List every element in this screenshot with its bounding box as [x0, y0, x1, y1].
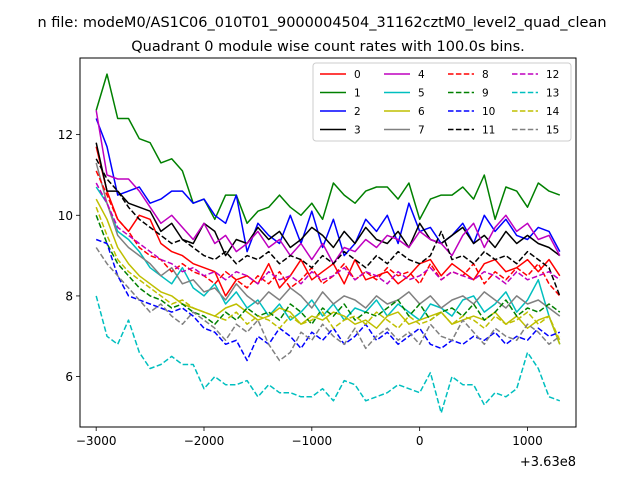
chart-title: Quadrant 0 module wise count rates with …: [131, 39, 525, 55]
series-line-12: [95, 182, 561, 285]
legend-frame: [312, 62, 572, 142]
legend-label-10: 10: [482, 106, 495, 118]
series-line-15: [95, 247, 561, 362]
x-tick-label: −3000: [76, 434, 117, 448]
series-line-4: [95, 110, 561, 265]
legend-label-14: 14: [546, 106, 560, 118]
series-line-10: [95, 238, 561, 362]
series-line-14: [95, 206, 561, 341]
legend-label-4: 4: [418, 69, 425, 81]
series-line-5: [95, 186, 561, 345]
series-line-3: [95, 142, 561, 257]
x-tick-label: −1000: [292, 434, 333, 448]
figure-suptitle: n file: modeM0/AS1C06_010T01_9000004504_…: [37, 15, 606, 31]
legend-label-8: 8: [482, 69, 489, 81]
legend-label-2: 2: [354, 106, 361, 118]
legend-label-5: 5: [418, 88, 425, 100]
series-line-11: [95, 158, 561, 297]
legend-label-11: 11: [482, 125, 495, 137]
legend-label-12: 12: [546, 69, 559, 81]
series-line-7: [95, 162, 561, 317]
legend-label-9: 9: [482, 88, 489, 100]
series-line-1: [95, 73, 561, 225]
series-line-9: [95, 215, 561, 325]
series-line-0: [95, 146, 561, 297]
legend-label-0: 0: [354, 69, 361, 81]
y-tick-label: 12: [58, 128, 73, 142]
series-line-13: [95, 295, 561, 414]
y-tick-label: 8: [65, 289, 73, 303]
series-line-2: [95, 118, 561, 257]
legend-label-1: 1: [354, 88, 361, 100]
y-tick-label: 6: [65, 370, 73, 384]
plot-lines: [95, 73, 561, 414]
y-tick-label: 10: [58, 209, 73, 223]
series-line-6: [95, 198, 561, 345]
x-axis-offset-label: +3.63e8: [520, 455, 576, 470]
legend-label-7: 7: [418, 125, 425, 137]
legend-label-15: 15: [546, 125, 559, 137]
x-tick-label: −2000: [184, 434, 225, 448]
axes-frame: [79, 57, 577, 428]
y-axis-ticks: 6 8 10 12: [58, 128, 80, 384]
legend-label-13: 13: [546, 88, 559, 100]
legend-label-3: 3: [354, 125, 361, 137]
x-axis-ticks: −3000 −2000 −1000 0 1000: [76, 427, 543, 448]
legend-label-6: 6: [418, 106, 425, 118]
x-tick-label: 1000: [512, 434, 543, 448]
x-tick-label: 0: [416, 434, 424, 448]
